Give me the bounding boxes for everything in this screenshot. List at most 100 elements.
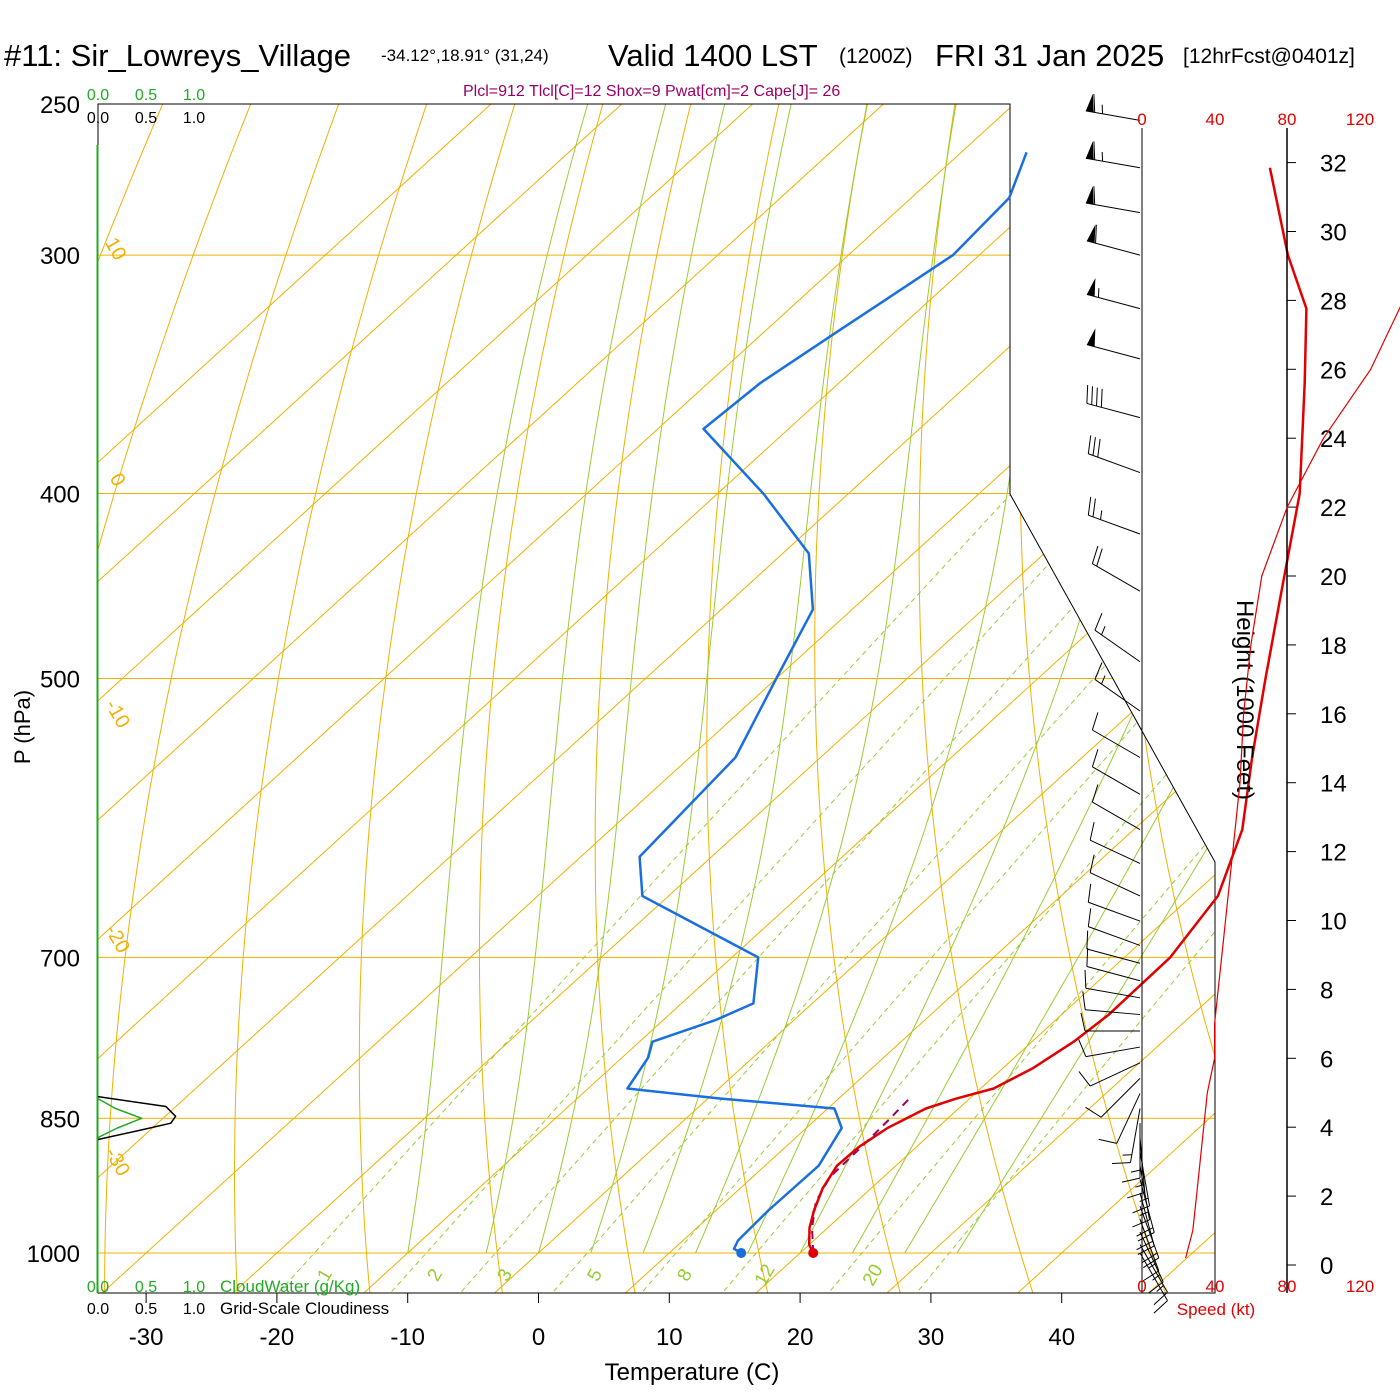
wind-barb	[1089, 822, 1141, 864]
wind-barb-feather	[1091, 545, 1099, 564]
temperature-tick-label: 40	[1048, 1324, 1075, 1351]
wind-barb-feather	[1095, 224, 1097, 244]
zulu-time: (1200Z)	[839, 45, 913, 68]
wind-barb	[1094, 662, 1141, 712]
wind-barb-feather	[1087, 496, 1092, 516]
isotherm-line	[98, 104, 921, 1293]
pressure-tick-label: 250	[40, 92, 80, 119]
y-axis-label: P (hPa)	[10, 690, 35, 764]
wind-barb-feather	[1084, 969, 1087, 989]
moist-adiabat-line	[485, 104, 667, 1254]
station-title: #11: Sir_Lowreys_Village	[4, 38, 351, 73]
wind-barb-feather	[1121, 1177, 1141, 1183]
dry-adiabat-line	[1019, 104, 1181, 1293]
temperature-tick-label: 30	[918, 1324, 945, 1351]
wind-barb-staff	[1086, 966, 1141, 982]
moist-adiabat-line	[695, 104, 957, 1254]
wind-barb	[1087, 496, 1141, 535]
cloudiness-bottom-tick: 0.0	[87, 1301, 109, 1318]
wind-barbs	[1078, 93, 1168, 1314]
moist-adiabat-line	[642, 104, 868, 1254]
wind-barb-staff	[1139, 1218, 1160, 1272]
height-tick-label: 4	[1320, 1115, 1333, 1142]
dry-adiabat-label: 0	[1008, 326, 1032, 348]
wind-barb-staff	[1086, 402, 1141, 419]
wind-barb-staff	[1139, 1205, 1160, 1258]
mixing-ratio-line	[884, 472, 1215, 1293]
temperature-tick-label: -30	[129, 1324, 164, 1351]
cloudiness-label: Grid-Scale Cloudiness	[220, 1299, 389, 1318]
height-tick-label: 10	[1320, 909, 1347, 936]
wind-barb	[1085, 186, 1141, 214]
wind-barb-half-feather	[1101, 626, 1106, 635]
wind-barb-staff	[1086, 948, 1141, 964]
speed-bottom-tick: 0	[1137, 1277, 1146, 1296]
wind-barb-feather	[1137, 1232, 1155, 1242]
height-tick-label: 12	[1320, 840, 1347, 867]
speed-bottom-tick: 120	[1346, 1277, 1374, 1296]
wind-barb-staff	[1085, 110, 1141, 121]
cloud-water-top-tick: 1.0	[183, 87, 205, 104]
wind-barb-feather	[1082, 991, 1086, 1010]
wind-barb-feather	[1091, 386, 1093, 405]
cloud-water-bottom-tick: 0.0	[87, 1279, 109, 1296]
dry-adiabat-line	[918, 104, 1047, 1293]
wind-barb-staff	[1092, 729, 1141, 758]
speed-bottom-tick: 40	[1206, 1277, 1225, 1296]
wind-barb-feather	[1153, 1291, 1168, 1306]
cloud-water-bottom-tick: 0.5	[135, 1279, 157, 1296]
height-tick-label: 14	[1320, 771, 1347, 798]
isotherm-line	[974, 104, 1215, 1293]
dry-adiabat-line	[478, 104, 613, 1293]
station-coords: -34.12°,18.91° (31,24)	[381, 46, 549, 65]
dry-adiabat-line	[1395, 70, 1400, 1332]
moist-adiabat-line	[538, 104, 726, 1254]
wind-barb	[1085, 93, 1141, 121]
wind-barb	[1082, 991, 1141, 1016]
wind-barb-feather	[1142, 1257, 1160, 1269]
wind-barb-feather	[1087, 435, 1092, 454]
wind-barb-pennant	[1086, 278, 1096, 297]
wind-barb-staff	[1088, 514, 1141, 535]
mixing-ratio-line	[517, 472, 1215, 1293]
wind-barb	[1086, 328, 1141, 360]
wind-barb-feather	[1100, 388, 1103, 408]
wind-barb-staff	[1086, 344, 1141, 360]
wind-barb-staff	[1116, 1093, 1141, 1144]
wind-barb-feather	[1153, 1300, 1168, 1314]
isobar-lines	[98, 104, 1215, 1254]
mixing-ratio-label: 5	[583, 1265, 606, 1285]
stability-indices: Plcl=912 Tlcl[C]=12 Shox=9 Pwat[cm]=2 Ca…	[463, 83, 841, 100]
wind-barb	[1078, 1062, 1141, 1087]
mixing-ratio-line	[425, 472, 1196, 1293]
dry-adiabat-label: 10	[1043, 508, 1074, 539]
wind-barb-staff	[1088, 453, 1141, 474]
wind-barb-staff	[1086, 240, 1141, 256]
temperature-tick-label: -10	[390, 1324, 425, 1351]
cloudiness-line	[97, 1095, 177, 1141]
wind-barb-staff	[1092, 563, 1141, 592]
cloud-water-bottom-tick: 1.0	[183, 1279, 205, 1296]
wind-barb-feather	[1080, 1012, 1086, 1032]
wind-barb	[1086, 224, 1141, 256]
wind-barb	[1087, 883, 1141, 922]
height-tick-label: 32	[1320, 151, 1347, 178]
wind-barb-pennant	[1085, 141, 1094, 160]
wind-barb	[1091, 712, 1141, 758]
wind-barb	[1091, 545, 1141, 592]
wind-barb	[1085, 141, 1141, 169]
wind-barb-feather	[1094, 612, 1103, 631]
isotherm-line	[320, 104, 1215, 1293]
wind-barb-staff	[1139, 1244, 1168, 1293]
wind-barb-feather	[1091, 749, 1099, 767]
isotherm-line	[98, 104, 660, 1293]
wind-barb-feather	[1096, 387, 1098, 407]
mixing-ratio-line	[688, 472, 1215, 1293]
wind-barb-staff	[1089, 839, 1141, 864]
speed-bottom-tick: 80	[1278, 1277, 1297, 1296]
wind-barb-staff	[1094, 629, 1141, 663]
forecast-date: FRI 31 Jan 2025	[935, 38, 1165, 73]
isotherm-line	[98, 104, 791, 1293]
temperature-tick-label: 0	[532, 1324, 545, 1351]
wind-barb-pennant	[1086, 224, 1096, 243]
